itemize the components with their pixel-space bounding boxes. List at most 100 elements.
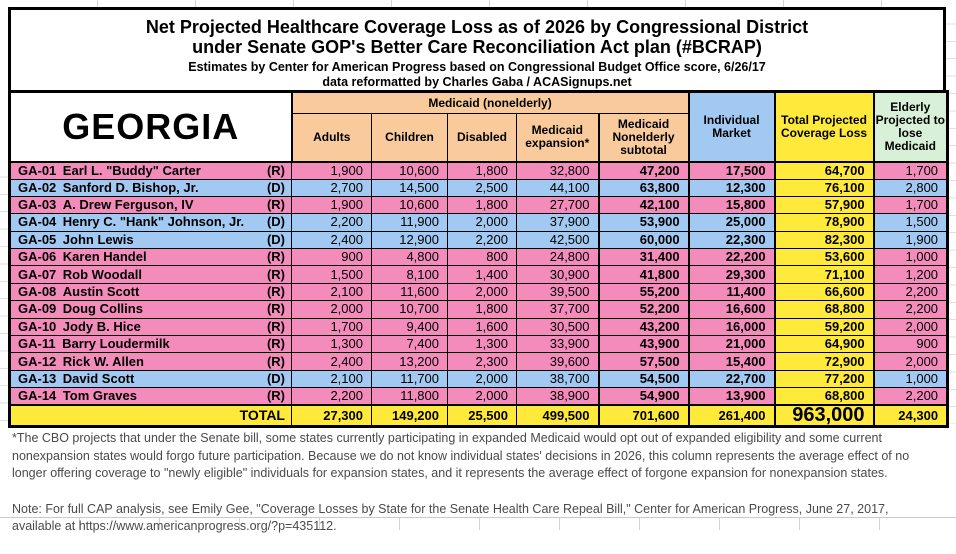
district-name-cell[interactable]: GA-09 Doug Collins (R) (9, 300, 292, 319)
cell-elderly[interactable]: 2,000 (872, 317, 949, 337)
cell-elderly[interactable]: 2,200 (872, 387, 949, 406)
cell-children[interactable]: 12,900 (371, 230, 448, 250)
cell-adults[interactable]: 1,900 (291, 195, 372, 215)
total-adults[interactable]: 27,300 (291, 404, 372, 427)
cell-children[interactable]: 10,600 (371, 195, 448, 215)
cell-elderly[interactable]: 2,000 (872, 352, 949, 371)
district-name-cell[interactable]: GA-08 Austin Scott (R) (9, 282, 292, 302)
col-header-subtotal[interactable]: Medicaid Nonelderly subtotal (597, 113, 690, 163)
cell-disabled[interactable]: 800 (447, 248, 517, 267)
cell-elderly[interactable]: 1,200 (872, 265, 949, 284)
cell-individual-market[interactable]: 15,400 (687, 352, 776, 371)
cell-children[interactable]: 8,100 (371, 265, 448, 284)
col-header-total-loss[interactable]: Total Projected Coverage Loss (773, 91, 875, 163)
cell-expansion[interactable]: 42,500 (516, 230, 599, 250)
cell-disabled[interactable]: 2,000 (447, 213, 517, 232)
cell-individual-market[interactable]: 12,300 (687, 178, 776, 197)
cell-total-loss[interactable]: 53,600 (773, 248, 875, 267)
cell-disabled[interactable]: 2,000 (447, 282, 517, 302)
district-name-cell[interactable]: GA-11 Barry Loudermilk (R) (9, 335, 292, 354)
cell-subtotal[interactable]: 57,500 (597, 352, 690, 371)
cell-adults[interactable]: 2,100 (291, 282, 372, 302)
cell-adults[interactable]: 2,200 (291, 387, 372, 406)
total-elderly[interactable]: 24,300 (872, 404, 949, 427)
cell-subtotal[interactable]: 52,200 (597, 300, 690, 319)
cell-children[interactable]: 9,400 (371, 317, 448, 337)
cell-expansion[interactable]: 24,800 (516, 248, 599, 267)
cell-subtotal[interactable]: 31,400 (597, 248, 690, 267)
cell-disabled[interactable]: 1,400 (447, 265, 517, 284)
cell-disabled[interactable]: 1,300 (447, 335, 517, 354)
cell-children[interactable]: 10,700 (371, 300, 448, 319)
cell-children[interactable]: 10,600 (371, 160, 448, 180)
cell-adults[interactable]: 2,400 (291, 352, 372, 371)
col-header-disabled[interactable]: Disabled (447, 113, 517, 163)
cell-adults[interactable]: 2,400 (291, 230, 372, 250)
cell-elderly[interactable]: 2,200 (872, 282, 949, 302)
cell-elderly[interactable]: 1,500 (872, 213, 949, 232)
cell-children[interactable]: 11,800 (371, 387, 448, 406)
cell-expansion[interactable]: 27,700 (516, 195, 599, 215)
cell-adults[interactable]: 900 (291, 248, 372, 267)
cell-adults[interactable]: 2,200 (291, 213, 372, 232)
cell-total-loss[interactable]: 68,800 (773, 387, 875, 406)
cell-total-loss[interactable]: 66,600 (773, 282, 875, 302)
cell-subtotal[interactable]: 43,200 (597, 317, 690, 337)
cell-total-loss[interactable]: 82,300 (773, 230, 875, 250)
district-name-cell[interactable]: GA-10 Jody B. Hice (R) (9, 317, 292, 337)
cell-adults[interactable]: 2,000 (291, 300, 372, 319)
total-subtotal[interactable]: 701,600 (597, 404, 690, 427)
district-name-cell[interactable]: GA-12 Rick W. Allen (R) (9, 352, 292, 371)
district-name-cell[interactable]: GA-04 Henry C. "Hank" Johnson, Jr. (D) (9, 213, 292, 232)
cell-total-loss[interactable]: 59,200 (773, 317, 875, 337)
cell-subtotal[interactable]: 60,000 (597, 230, 690, 250)
cell-expansion[interactable]: 38,900 (516, 387, 599, 406)
cell-total-loss[interactable]: 64,900 (773, 335, 875, 354)
cell-adults[interactable]: 2,100 (291, 369, 372, 389)
cell-subtotal[interactable]: 41,800 (597, 265, 690, 284)
cell-expansion[interactable]: 33,900 (516, 335, 599, 354)
cell-subtotal[interactable]: 54,900 (597, 387, 690, 406)
cell-children[interactable]: 14,500 (371, 178, 448, 197)
cell-individual-market[interactable]: 25,000 (687, 213, 776, 232)
cell-total-loss[interactable]: 77,200 (773, 369, 875, 389)
cell-adults[interactable]: 1,700 (291, 317, 372, 337)
cell-subtotal[interactable]: 47,200 (597, 160, 690, 180)
cell-subtotal[interactable]: 43,900 (597, 335, 690, 354)
cell-subtotal[interactable]: 63,800 (597, 178, 690, 197)
cell-elderly[interactable]: 1,000 (872, 369, 949, 389)
cell-individual-market[interactable]: 29,300 (687, 265, 776, 284)
cell-adults[interactable]: 1,900 (291, 160, 372, 180)
cell-total-loss[interactable]: 71,100 (773, 265, 875, 284)
cell-total-loss[interactable]: 76,100 (773, 178, 875, 197)
cell-adults[interactable]: 2,700 (291, 178, 372, 197)
cell-expansion[interactable]: 30,900 (516, 265, 599, 284)
cell-expansion[interactable]: 37,700 (516, 300, 599, 319)
cell-individual-market[interactable]: 16,600 (687, 300, 776, 319)
col-header-children[interactable]: Children (371, 113, 448, 163)
cell-children[interactable]: 11,600 (371, 282, 448, 302)
cell-individual-market[interactable]: 22,200 (687, 248, 776, 267)
cell-subtotal[interactable]: 42,100 (597, 195, 690, 215)
cell-elderly[interactable]: 2,200 (872, 300, 949, 319)
cell-expansion[interactable]: 44,100 (516, 178, 599, 197)
state-header-cell[interactable]: GEORGIA (8, 91, 292, 163)
cell-disabled[interactable]: 2,000 (447, 369, 517, 389)
cell-individual-market[interactable]: 21,000 (687, 335, 776, 354)
col-header-adults[interactable]: Adults (290, 113, 372, 163)
cell-total-loss[interactable]: 72,900 (773, 352, 875, 371)
cell-children[interactable]: 4,800 (371, 248, 448, 267)
district-name-cell[interactable]: GA-05 John Lewis (D) (9, 230, 292, 250)
district-name-cell[interactable]: GA-14 Tom Graves (R) (9, 387, 292, 406)
cell-total-loss[interactable]: 68,800 (773, 300, 875, 319)
cell-expansion[interactable]: 39,600 (516, 352, 599, 371)
district-name-cell[interactable]: GA-01 Earl L. "Buddy" Carter (R) (9, 160, 292, 180)
cell-children[interactable]: 11,700 (371, 369, 448, 389)
cell-subtotal[interactable]: 55,200 (597, 282, 690, 302)
cell-individual-market[interactable]: 16,000 (687, 317, 776, 337)
cell-individual-market[interactable]: 22,700 (687, 369, 776, 389)
cell-disabled[interactable]: 2,300 (447, 352, 517, 371)
cell-expansion[interactable]: 37,900 (516, 213, 599, 232)
district-name-cell[interactable]: GA-02 Sanford D. Bishop, Jr. (D) (9, 178, 292, 197)
cell-individual-market[interactable]: 15,800 (687, 195, 776, 215)
